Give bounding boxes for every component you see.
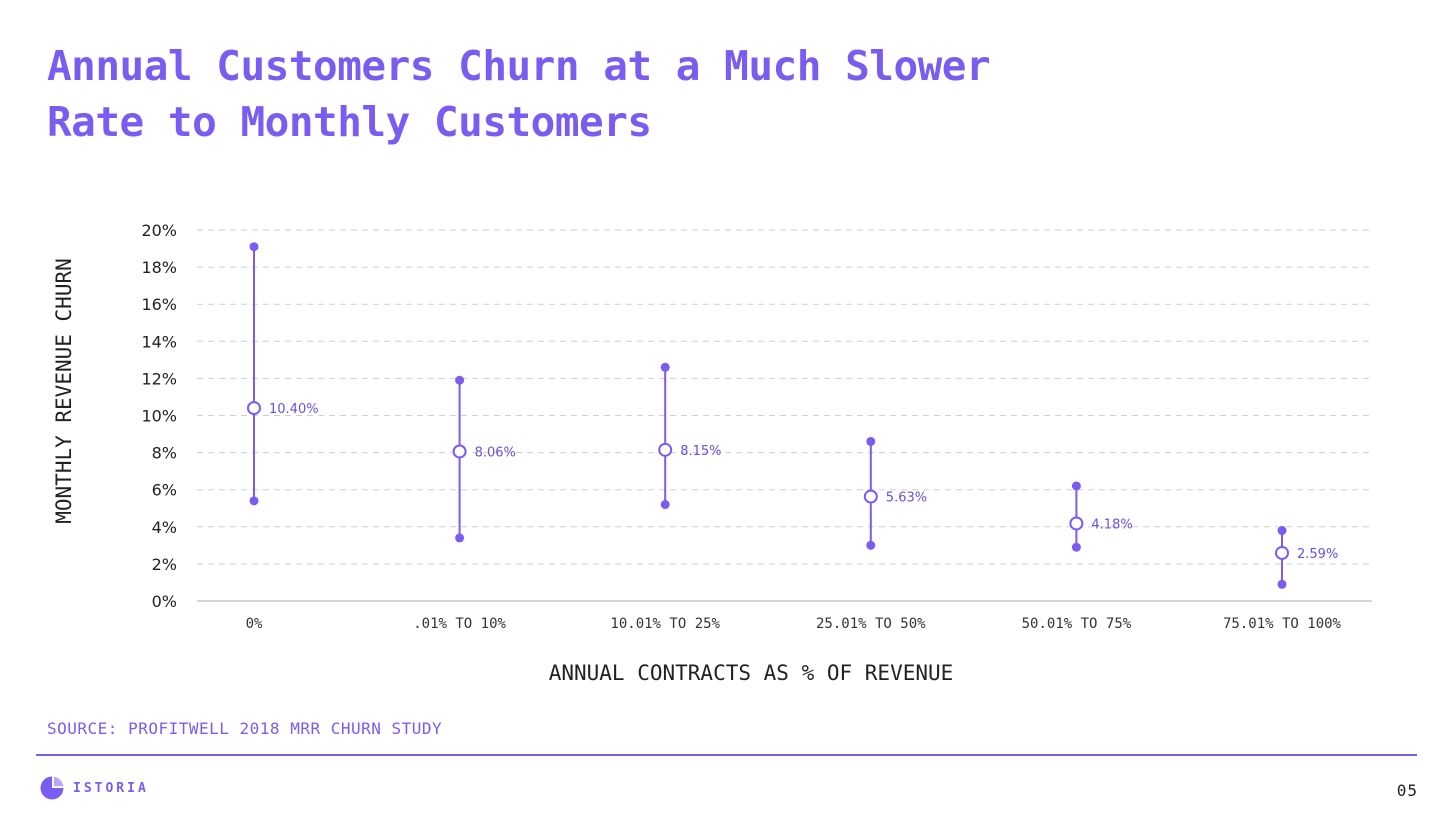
mean-point (658, 442, 673, 457)
x-tick-label: 50.01% TO 75% (1022, 616, 1132, 632)
y-tick-label: 12% (141, 369, 177, 388)
data-label: 8.15% (680, 444, 721, 459)
range-low-point (455, 533, 465, 543)
y-tick-label: 4% (152, 518, 177, 537)
page-title: Annual Customers Churn at a Much Slower … (47, 38, 1147, 150)
data-label: 10.40% (269, 402, 319, 417)
y-tick-label: 2% (152, 555, 177, 574)
page-number: 05 (1396, 781, 1418, 800)
y-tick-label: 14% (141, 332, 177, 351)
x-tick-label: 10.01% TO 25% (610, 616, 720, 632)
title-line-1: Annual Customers Churn at a Much Slower (47, 42, 991, 90)
x-tick-label: 75.01% TO 100% (1223, 616, 1342, 632)
y-tick-label: 10% (141, 407, 177, 426)
footer-divider (36, 754, 1417, 756)
mean-point (863, 489, 878, 504)
data-label: 2.59% (1297, 547, 1338, 562)
x-tick-label: 25.01% TO 50% (816, 616, 926, 632)
y-tick-label: 0% (152, 592, 177, 611)
range-high-point (455, 375, 465, 385)
range-high-point (1071, 481, 1081, 491)
range-low-point (660, 500, 670, 510)
mean-point (452, 444, 467, 459)
y-axis-title: MONTHLY REVENUE CHURN (52, 258, 76, 524)
y-tick-label: 18% (141, 258, 177, 277)
title-line-2: Rate to Monthly Customers (47, 98, 652, 146)
range-high-point (249, 242, 259, 252)
range-high-point (1277, 526, 1287, 536)
mean-point (1069, 516, 1084, 531)
y-tick-label: 6% (152, 481, 177, 500)
pie-chart-icon (40, 776, 64, 800)
data-label: 4.18% (1091, 517, 1132, 532)
range-high-point (866, 436, 876, 446)
y-tick-label: 20% (141, 221, 177, 240)
data-label: 5.63% (886, 491, 927, 506)
x-tick-label: 0% (246, 616, 263, 632)
data-label: 8.06% (475, 445, 516, 460)
brand-name: ISTORIA (73, 780, 149, 796)
x-tick-label: .01% TO 10% (413, 616, 506, 632)
mean-point (1275, 545, 1289, 560)
source-note: SOURCE: PROFITWELL 2018 MRR CHURN STUDY (47, 719, 443, 738)
y-tick-label: 8% (152, 444, 177, 463)
range-low-point (1277, 579, 1287, 589)
range-low-point (1071, 542, 1081, 552)
y-tick-label: 16% (141, 295, 177, 314)
range-low-point (866, 540, 876, 550)
x-axis-title: ANNUAL CONTRACTS AS % OF REVENUE (549, 661, 954, 685)
range-high-point (660, 362, 670, 372)
mean-point (247, 401, 261, 416)
brand-logo: ISTORIA (40, 776, 149, 800)
range-low-point (249, 496, 259, 506)
